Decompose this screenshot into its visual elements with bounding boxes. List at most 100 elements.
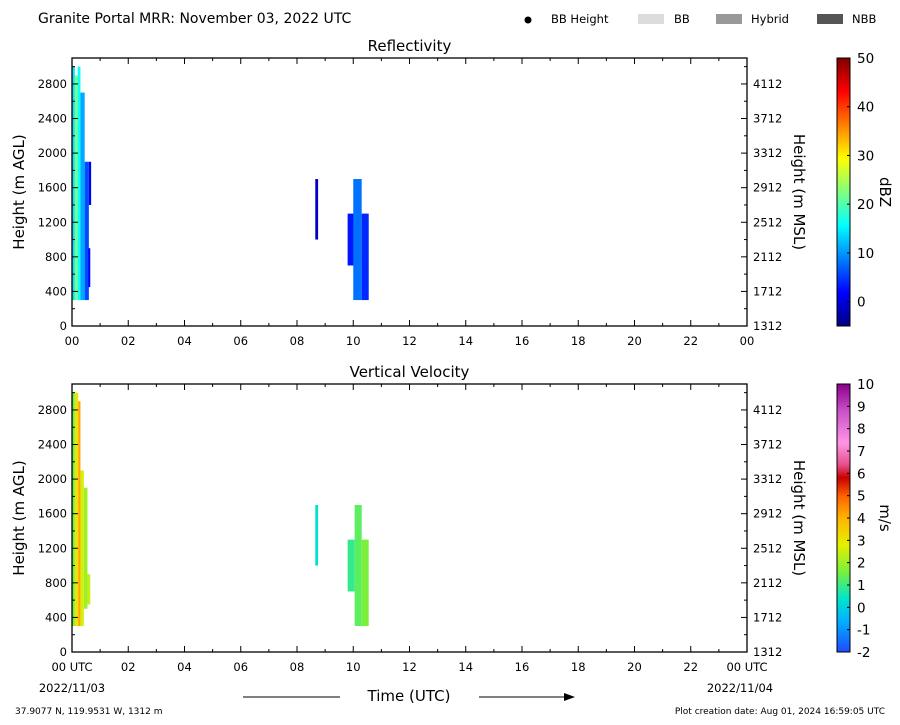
colorbar-tick-label: 10: [857, 377, 874, 393]
colorbar-tick-label: 0: [857, 600, 866, 616]
y-tick-label: 0: [60, 319, 67, 333]
colorbar-tick-label: 40: [857, 100, 874, 116]
colorbar-tick-label: -1: [857, 623, 870, 639]
legend-bb-height-marker: [524, 16, 532, 24]
y-axis-label: Height (m AGL): [10, 460, 28, 575]
y-tick-label-right: 1312: [753, 645, 782, 659]
legend-nbb-swatch: [817, 14, 843, 24]
end-date-label: 2022/11/04: [707, 681, 773, 695]
data-cell: [83, 487, 88, 609]
colorbar-tick-label: 6: [857, 466, 866, 482]
colorbar: [836, 57, 851, 327]
y-tick-label: 2000: [38, 472, 67, 486]
y-tick-label: 400: [45, 284, 67, 298]
band-legend: BB Height BB Hybrid NBB: [524, 12, 876, 26]
colorbar-tick-label: 0: [857, 295, 866, 311]
axes-frame: [71, 383, 748, 653]
y-tick-label: 2400: [38, 438, 67, 452]
x-tick-label: 04: [177, 334, 192, 348]
data-cell: [72, 392, 75, 627]
y-tick-label: 1200: [38, 215, 67, 229]
legend-hybrid-swatch: [716, 14, 742, 24]
data-cell: [361, 213, 369, 301]
y-tick-label-right: 2112: [753, 576, 782, 590]
data-cell: [88, 161, 92, 205]
data-cell: [80, 470, 84, 627]
legend-bb-label: BB: [674, 12, 690, 26]
x-tick-label: 14: [458, 334, 473, 348]
legend-bb-height-label: BB Height: [551, 12, 609, 26]
x-tick-label: 22: [683, 660, 698, 674]
y-tick-label-right: 2512: [753, 215, 782, 229]
panel-title: Vertical Velocity: [350, 363, 470, 381]
y-tick-label: 400: [45, 610, 67, 624]
x-tick-label: 20: [627, 660, 642, 674]
location-text: 37.9077 N, 119.9531 W, 1312 m: [15, 707, 163, 717]
y-tick-label: 800: [45, 576, 67, 590]
colorbar-tick-label: 10: [857, 246, 874, 262]
colorbar-tick-label: 2: [857, 556, 866, 572]
y-tick-label-right: 1312: [753, 319, 782, 333]
x-tick-label: 08: [290, 334, 305, 348]
y-tick-label-right: 2512: [753, 541, 782, 555]
y-tick-label-right: 3312: [753, 146, 782, 160]
y-tick-label-right: 1712: [753, 610, 782, 624]
x-tick-label: 16: [515, 334, 530, 348]
y-tick-label: 800: [45, 250, 67, 264]
creation-date-text: Plot creation date: Aug 01, 2024 16:59:0…: [675, 707, 885, 717]
x-tick-label: 06: [233, 334, 248, 348]
x-tick-label: 10: [346, 660, 361, 674]
y-tick-label-right: 3712: [753, 438, 782, 452]
y-tick-label: 0: [60, 645, 67, 659]
x-tick-label: 00: [65, 334, 80, 348]
legend-bb-swatch: [638, 14, 664, 24]
data-cell: [74, 392, 79, 627]
data-cell: [77, 66, 81, 301]
colorbar-tick-label: 20: [857, 197, 874, 213]
y-tick-label-right: 3712: [753, 112, 782, 126]
colorbar-tick-label: 7: [857, 444, 866, 460]
x-tick-label: 00 UTC: [51, 660, 92, 674]
figure-title: Granite Portal MRR: November 03, 2022 UT…: [38, 11, 351, 27]
data-cell: [87, 574, 91, 605]
legend-hybrid-label: Hybrid: [751, 12, 789, 26]
data-cell: [315, 505, 319, 566]
y-axis-label-right: Height (m MSL): [790, 134, 808, 250]
x-tick-label: 08: [290, 660, 305, 674]
data-cell: [347, 539, 355, 592]
colorbar-tick-label: 5: [857, 489, 866, 505]
y-tick-label: 2400: [38, 112, 67, 126]
x-tick-label: 06: [233, 660, 248, 674]
colorbar-label: dBZ: [876, 177, 894, 207]
x-axis-label: Time (UTC): [367, 687, 451, 705]
data-cell: [84, 161, 89, 301]
x-tick-label: 18: [571, 660, 586, 674]
y-tick-label-right: 2112: [753, 250, 782, 264]
x-tick-label: 14: [458, 660, 473, 674]
axes-frame: [71, 57, 748, 327]
y-tick-label: 1200: [38, 541, 67, 555]
y-tick-label: 2800: [38, 77, 67, 91]
x-tick-label: 16: [515, 660, 530, 674]
x-tick-label: 18: [571, 334, 586, 348]
y-tick-label: 1600: [38, 507, 67, 521]
data-cell: [78, 401, 81, 627]
x-tick-label: 02: [121, 334, 136, 348]
time-arrow-head: [564, 693, 575, 701]
colorbar-tick-label: 4: [857, 511, 866, 527]
data-cell: [315, 179, 319, 240]
colorbar-tick-label: 8: [857, 422, 866, 438]
legend-nbb-label: NBB: [852, 12, 876, 26]
colorbar-tick-label: 30: [857, 148, 874, 164]
y-tick-label-right: 2912: [753, 507, 782, 521]
data-cells: [72, 392, 369, 627]
start-date-label: 2022/11/03: [39, 681, 105, 695]
data-cells: [72, 66, 369, 301]
y-axis-label-right: Height (m MSL): [790, 460, 808, 576]
y-axis-label: Height (m AGL): [10, 134, 28, 249]
x-tick-label: 02: [121, 660, 136, 674]
x-tick-label: 00 UTC: [726, 660, 767, 674]
